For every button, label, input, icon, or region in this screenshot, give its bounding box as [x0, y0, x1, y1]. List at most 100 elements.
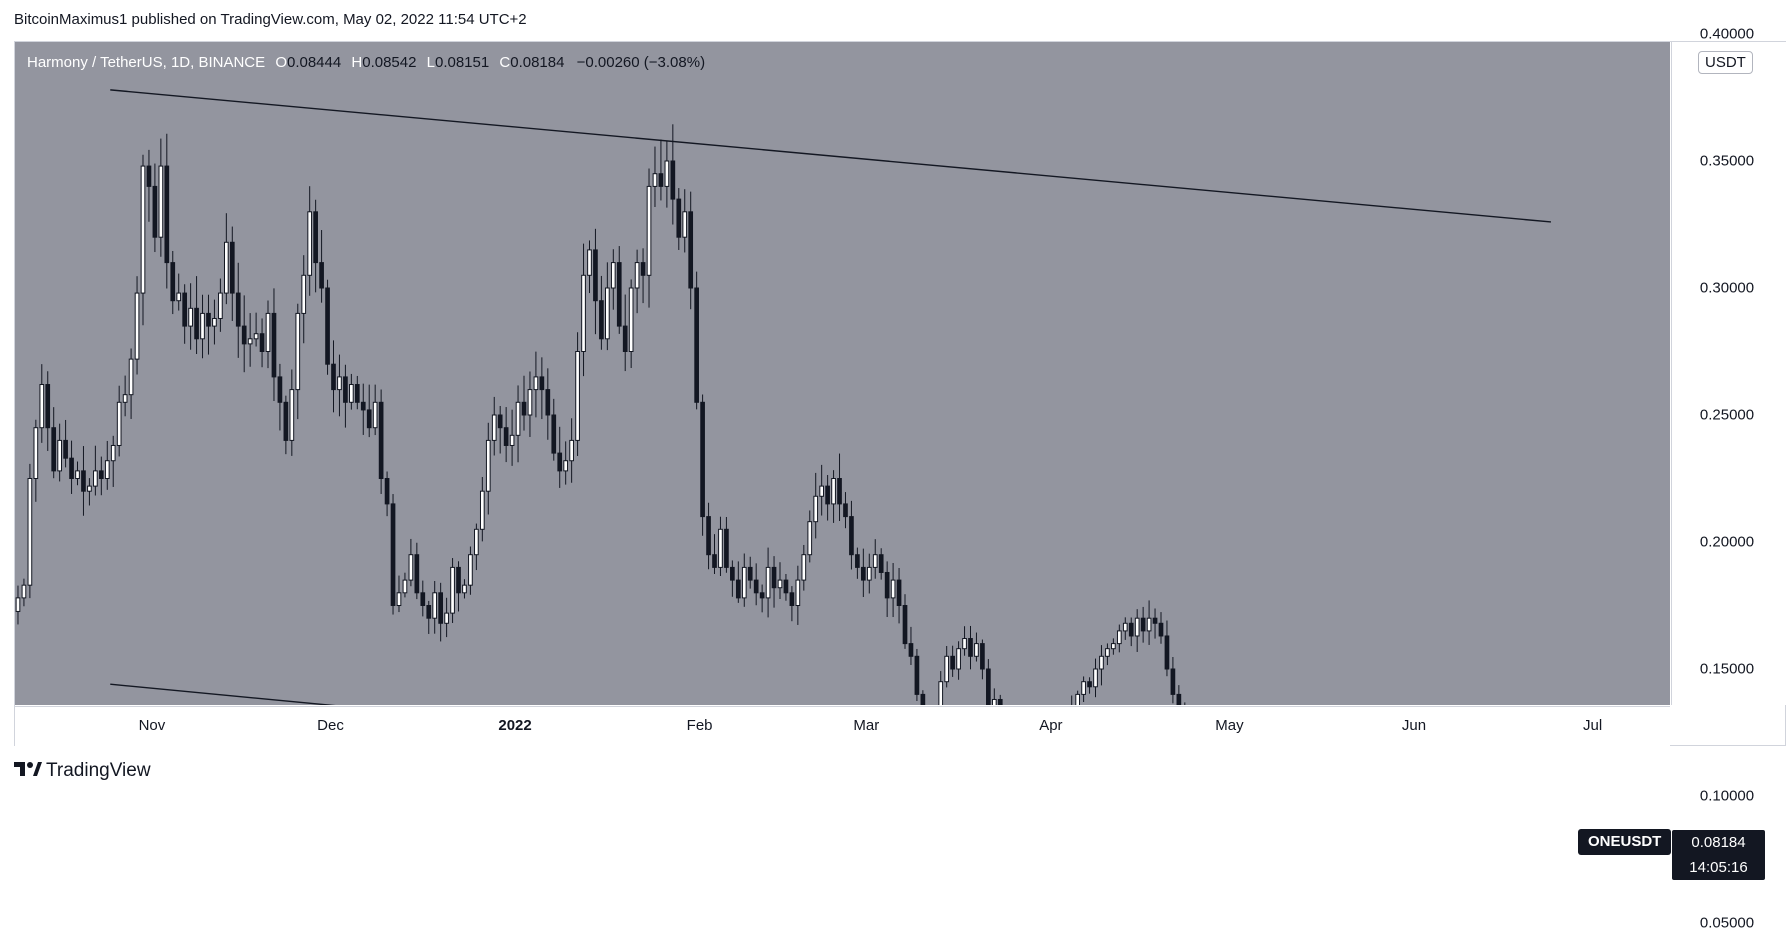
trendline-support[interactable] [110, 683, 1551, 705]
candle-body-down [896, 579, 902, 606]
candle [944, 645, 950, 688]
candle-body-up [485, 439, 491, 492]
candle-body-up [563, 460, 569, 472]
candle [479, 477, 485, 542]
time-axis-label: Jun [1401, 717, 1427, 734]
candle-body-up [819, 485, 825, 497]
candle [140, 154, 146, 326]
candle-body-down [884, 571, 890, 599]
price-axis-label: 0.10000 [1699, 787, 1755, 805]
candle-body-up [218, 292, 223, 319]
symbol-tag: ONEUSDT [1578, 829, 1672, 856]
symbol-legend: Harmony / TetherUS, 1D, BINANCE O0.08444… [27, 54, 705, 71]
candle-body-down [539, 376, 545, 391]
candle [747, 556, 753, 589]
candle-body-down [855, 554, 860, 568]
candle-body-up [75, 470, 80, 480]
candle [128, 348, 134, 419]
candle-body-up [372, 401, 378, 429]
candle [235, 262, 241, 358]
publisher-attribution: BitcoinMaximus1 published on TradingView… [14, 11, 527, 28]
high-value: 0.08542 [362, 54, 417, 71]
candle [1075, 690, 1080, 705]
candle [539, 357, 545, 420]
candle [1146, 600, 1152, 645]
candle [1105, 643, 1110, 666]
candle-body-down [497, 414, 503, 429]
candle-body-up [813, 495, 819, 523]
candle-body-down [914, 655, 920, 695]
candle-body-down [789, 592, 795, 606]
candle [1128, 617, 1134, 647]
candle [670, 124, 676, 225]
candle-body-up [605, 287, 610, 340]
candle-body-down [354, 384, 360, 403]
candle [110, 435, 116, 487]
candle-body-down [194, 307, 199, 340]
candle [444, 597, 449, 638]
candle [688, 191, 694, 310]
candle-body-up [664, 160, 670, 187]
candle [819, 464, 825, 516]
candle-body-down [1176, 693, 1182, 705]
candle [581, 243, 586, 377]
candle-body-up [1081, 681, 1086, 695]
candle-body-up [569, 439, 574, 462]
chart-plot-area[interactable] [15, 42, 1670, 705]
candle [432, 581, 438, 634]
candle [730, 560, 735, 597]
time-axis-label: Jul [1583, 717, 1603, 734]
candle [15, 585, 21, 625]
time-axis[interactable]: Nov Dec 2022 Feb Mar Apr May Jun Jul [15, 706, 1670, 746]
candle [610, 249, 616, 310]
candle-body-up [158, 165, 164, 238]
candle [563, 441, 569, 485]
candle-body-up [581, 274, 586, 352]
candle [855, 547, 860, 579]
candle-body-up [39, 384, 45, 429]
candle [914, 648, 920, 701]
candle [1087, 677, 1092, 694]
candle [98, 456, 104, 496]
candle [718, 516, 723, 576]
tradingview-logo[interactable]: TradingView [14, 760, 151, 782]
bar-countdown: 14:05:16 [1689, 859, 1748, 877]
candle-body-up [533, 376, 539, 391]
candle [890, 563, 896, 618]
trendline-resistance[interactable] [110, 89, 1551, 223]
candle-body-up [991, 698, 997, 705]
candle [271, 288, 277, 401]
candle [551, 398, 557, 461]
candle [1099, 645, 1104, 686]
candle [837, 453, 842, 522]
candle [640, 248, 646, 304]
candle [366, 384, 372, 438]
candle [795, 565, 801, 625]
candle [420, 580, 426, 617]
candle-body-down [277, 376, 283, 403]
price-axis[interactable]: 0.05000 0.10000 0.15000 0.20000 0.25000 0.300… [1671, 26, 1786, 932]
candle [1170, 656, 1176, 704]
candle [349, 373, 354, 410]
candle [372, 384, 378, 436]
candle [1134, 609, 1140, 652]
candle [593, 228, 598, 335]
candle [21, 578, 27, 607]
candle-body-down [521, 401, 527, 416]
candle [884, 561, 890, 617]
candle [45, 371, 51, 451]
candle-body-up [307, 211, 313, 276]
candle [980, 639, 985, 680]
candle-body-down [747, 566, 753, 581]
candle-body-down [706, 516, 711, 556]
candle [986, 659, 991, 705]
symbol-title[interactable]: Harmony / TetherUS, 1D, BINANCE [27, 54, 266, 71]
candle-body-down [426, 605, 432, 619]
candle-body-up [515, 401, 521, 436]
candle-body-up [474, 528, 479, 556]
candle-body-down [1164, 635, 1170, 670]
candle-body-down [51, 427, 57, 472]
candle-body-up [962, 638, 967, 650]
candle-body-down [735, 579, 741, 599]
currency-badge[interactable]: USDT [1698, 51, 1753, 74]
